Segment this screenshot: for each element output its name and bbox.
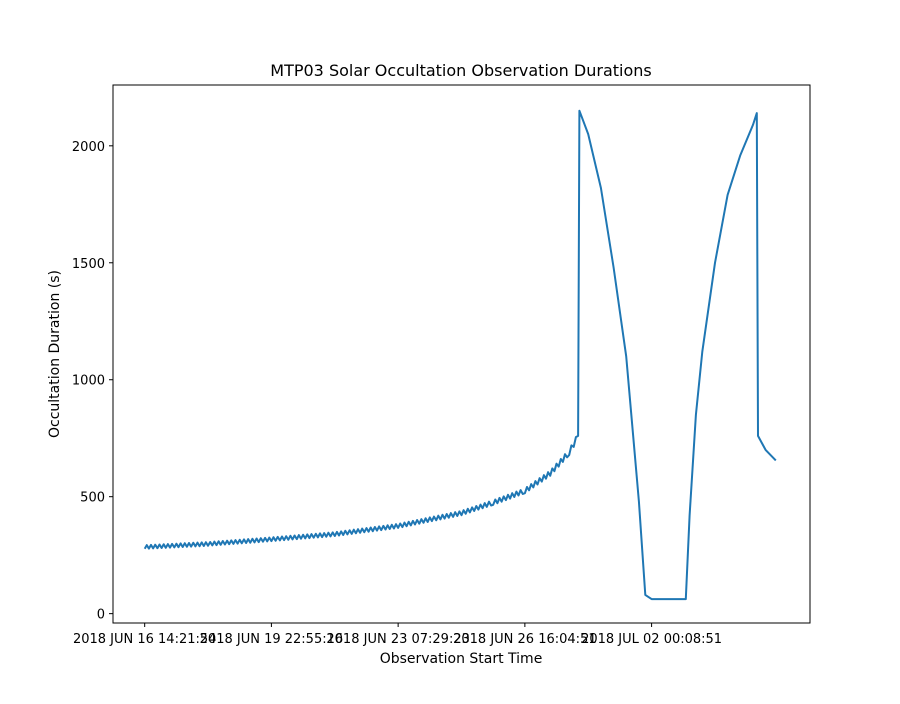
x-tick-label: 2018 JUN 16 14:21:54 bbox=[73, 632, 216, 647]
plot-area bbox=[112, 84, 811, 624]
x-tick-label: 2018 JUL 02 00:08:51 bbox=[581, 632, 722, 647]
y-tick-label: 500 bbox=[80, 491, 105, 506]
y-axis-label: Occultation Duration (s) bbox=[47, 270, 63, 438]
series-layer bbox=[143, 109, 777, 601]
x-tick-label: 2018 JUN 19 22:55:16 bbox=[200, 632, 343, 647]
y-tick-label: 1000 bbox=[72, 374, 105, 389]
x-tick-label: 2018 JUN 23 07:29:23 bbox=[326, 632, 469, 647]
y-tick-label: 2000 bbox=[72, 140, 105, 155]
x-axis-label: Observation Start Time bbox=[380, 651, 543, 667]
x-tick-label: 2018 JUN 26 16:04:51 bbox=[453, 632, 596, 647]
y-tick-label: 1500 bbox=[72, 257, 105, 272]
y-tick-label: 0 bbox=[97, 608, 105, 623]
series-line bbox=[143, 109, 777, 601]
y-axis: 0 500 1000 1500 2000 bbox=[72, 140, 113, 623]
chart-title: MTP03 Solar Occultation Observation Dura… bbox=[270, 61, 651, 80]
